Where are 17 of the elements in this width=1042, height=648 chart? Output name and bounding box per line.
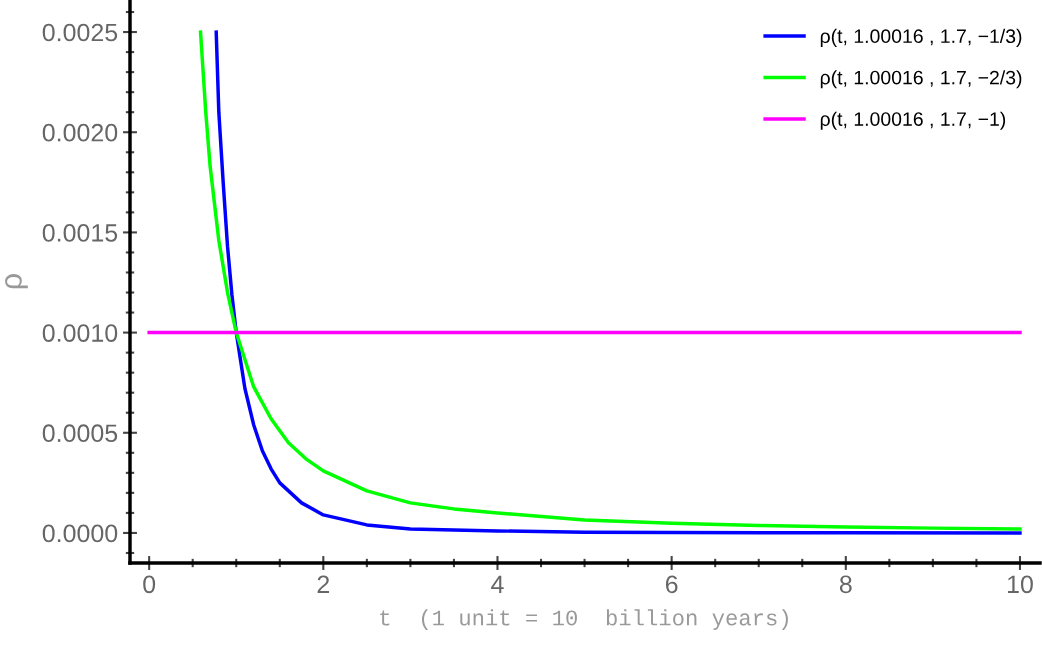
x-tick-label: 6: [665, 575, 678, 594]
legend-label: ρ(t, 1.00016 , 1.7, −1): [820, 111, 1006, 130]
y-tick-label: 0.0025: [42, 23, 118, 42]
x-tick-label: 8: [839, 575, 852, 594]
x-tick-label: 0: [143, 575, 156, 594]
y-tick-label: 0.0020: [42, 123, 118, 142]
x-tick-label: 10: [1007, 575, 1033, 594]
y-tick-label: 0.0015: [42, 224, 118, 242]
legend-label: ρ(t, 1.00016 , 1.7, −2/3): [820, 70, 1022, 89]
y-tick-label: 0.0010: [42, 324, 118, 342]
y-axis-title: ρ: [5, 274, 28, 289]
legend-label: ρ(t, 1.00016 , 1.7, −1/3): [820, 28, 1022, 47]
y-tick-label: 0.0000: [42, 524, 118, 543]
y-tick-label: 0.0005: [42, 424, 118, 443]
x-axis-title: t (1 unit = 10 billion years): [380, 609, 788, 630]
x-tick-label: 2: [317, 575, 330, 593]
x-tick-label: 4: [491, 575, 504, 593]
